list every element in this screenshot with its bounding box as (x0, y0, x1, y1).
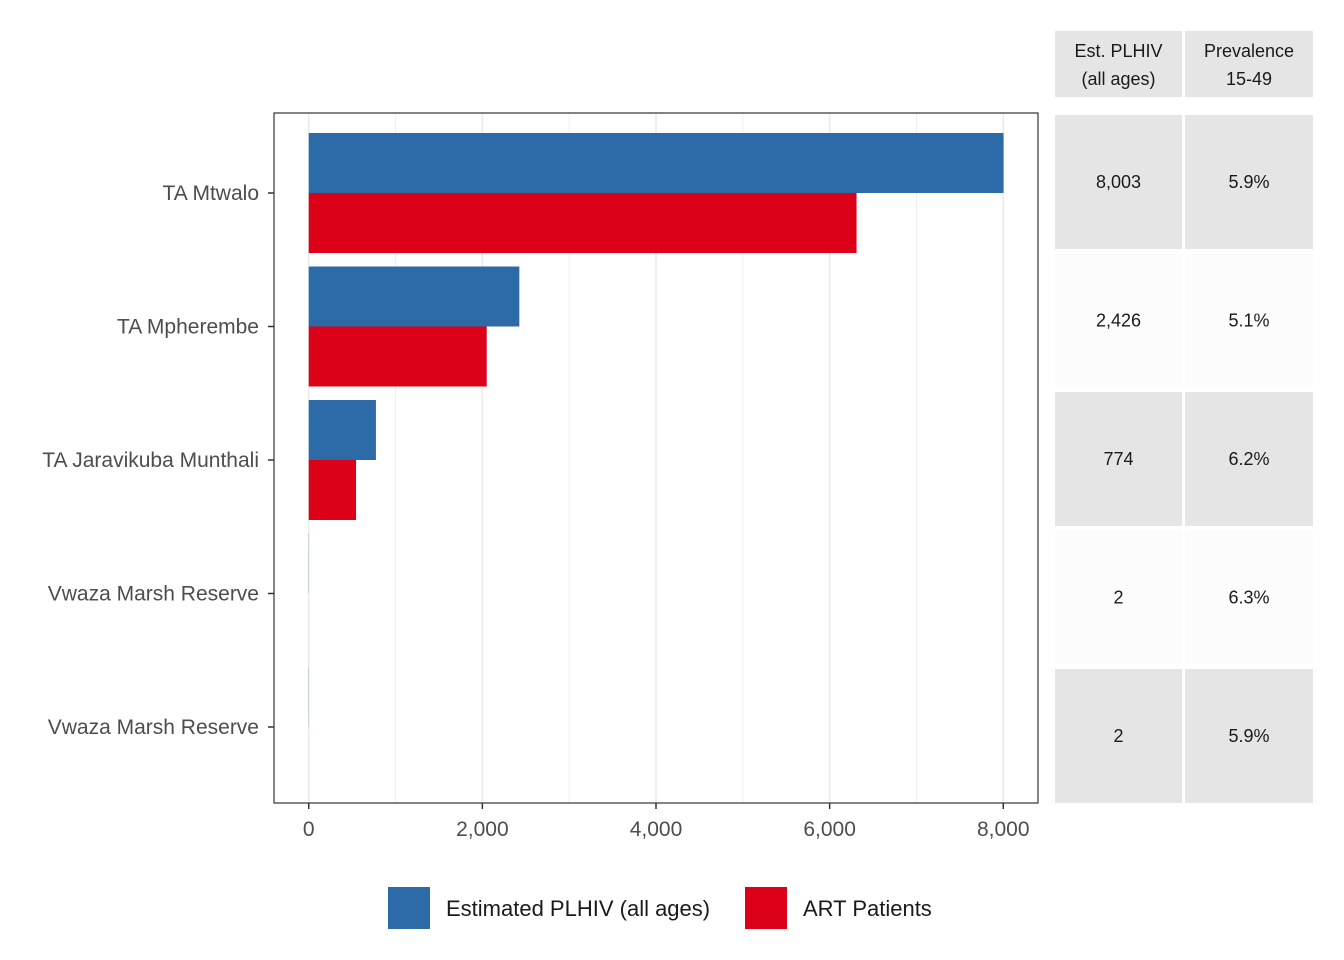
table-header-text: 15-49 (1226, 69, 1272, 89)
y-axis: TA Mtwalo TA Mpherembe TA Jaravikuba Munth… (42, 182, 274, 739)
legend-swatch (745, 887, 787, 929)
table-header-cell (1185, 31, 1313, 97)
table-cell-value: 774 (1103, 449, 1133, 469)
bar-estimated-plhiv (308, 133, 1004, 193)
x-tick-label: 8,000 (977, 818, 1030, 841)
table-cell-value: 2 (1113, 588, 1123, 608)
table-cell-value: 6.2% (1228, 449, 1269, 469)
category-label: TA Jaravikuba Munthali (42, 449, 259, 472)
table-cell (1185, 530, 1313, 665)
bar-estimated-plhiv (308, 400, 376, 460)
table-cell (1055, 392, 1182, 526)
x-axis: 0 2,000 4,000 6,000 8,000 (303, 803, 1030, 841)
table-cell (1055, 669, 1182, 803)
table-cell-value: 5.1% (1228, 311, 1269, 331)
table-header-cell (1055, 31, 1182, 97)
x-tick-label: 0 (303, 818, 315, 841)
table-cell-value: 5.9% (1228, 172, 1269, 192)
table-cell (1185, 115, 1313, 249)
table-header-text: Prevalence (1204, 41, 1294, 61)
x-tick-label: 6,000 (803, 818, 856, 841)
legend-label: ART Patients (803, 896, 932, 921)
bar-art-patients (308, 193, 857, 253)
table-cell (1055, 253, 1182, 388)
table-cell-value: 2 (1113, 726, 1123, 746)
table-cell-value: 6.3% (1228, 588, 1269, 608)
table-cell (1055, 115, 1182, 249)
x-tick-label: 2,000 (456, 818, 509, 841)
table-header-text: Est. PLHIV (1074, 41, 1162, 61)
category-label: TA Mtwalo (163, 182, 259, 205)
x-tick-label: 4,000 (630, 818, 683, 841)
bars (308, 133, 1004, 727)
bar-art-patients (308, 460, 357, 520)
table-cell (1185, 669, 1313, 803)
category-label: Vwaza Marsh Reserve (48, 716, 259, 739)
table-cell-value: 2,426 (1096, 311, 1141, 331)
legend-label: Estimated PLHIV (all ages) (446, 896, 710, 921)
category-label: Vwaza Marsh Reserve (48, 583, 259, 606)
table-header-text: (all ages) (1081, 69, 1155, 89)
bar-estimated-plhiv (308, 266, 520, 327)
table-cell (1055, 530, 1182, 665)
summary-table: Est. PLHIV (all ages) Prevalence 15-49 8,003… (1055, 31, 1313, 803)
table-cell-value: 8,003 (1096, 172, 1141, 192)
table-cell-value: 5.9% (1228, 726, 1269, 746)
table-cell (1185, 392, 1313, 526)
legend-swatch (388, 887, 430, 929)
table-cell (1185, 253, 1313, 388)
bar-art-patients (308, 326, 487, 387)
legend: Estimated PLHIV (all ages) ART Patients (388, 887, 932, 929)
category-label: TA Mpherembe (117, 316, 259, 339)
